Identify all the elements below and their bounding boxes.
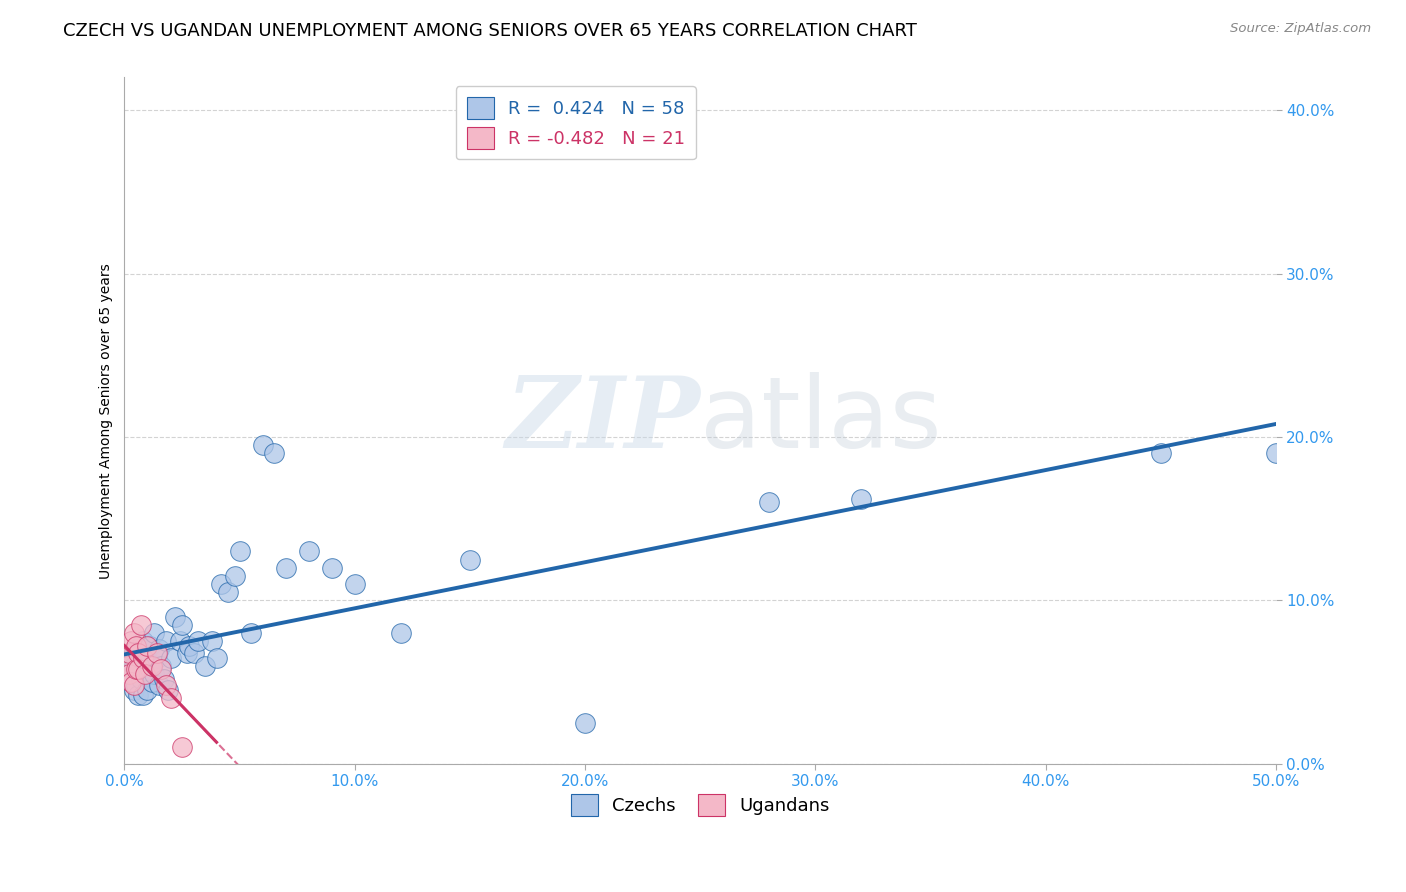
- Point: [169, 634, 191, 648]
- Point: [132, 634, 155, 648]
- Point: [263, 446, 285, 460]
- Point: [141, 675, 163, 690]
- Point: [274, 560, 297, 574]
- Point: [155, 678, 177, 692]
- Point: [136, 683, 159, 698]
- Point: [143, 667, 166, 681]
- Point: [217, 585, 239, 599]
- Text: ZIP: ZIP: [505, 372, 700, 469]
- Point: [132, 688, 155, 702]
- Point: [143, 626, 166, 640]
- Point: [228, 544, 250, 558]
- Point: [1264, 446, 1286, 460]
- Text: CZECH VS UGANDAN UNEMPLOYMENT AMONG SENIORS OVER 65 YEARS CORRELATION CHART: CZECH VS UGANDAN UNEMPLOYMENT AMONG SENI…: [63, 22, 917, 40]
- Text: Source: ZipAtlas.com: Source: ZipAtlas.com: [1230, 22, 1371, 36]
- Point: [240, 626, 263, 640]
- Legend: Czechs, Ugandans: Czechs, Ugandans: [564, 787, 837, 823]
- Point: [150, 658, 173, 673]
- Point: [125, 662, 148, 676]
- Point: [125, 678, 148, 692]
- Point: [252, 438, 274, 452]
- Point: [120, 650, 142, 665]
- Point: [176, 646, 198, 660]
- Point: [150, 662, 173, 676]
- Point: [458, 552, 481, 566]
- Point: [141, 658, 163, 673]
- Point: [298, 544, 321, 558]
- Point: [134, 667, 156, 681]
- Point: [122, 658, 145, 673]
- Point: [159, 650, 181, 665]
- Point: [758, 495, 780, 509]
- Point: [127, 688, 149, 702]
- Point: [145, 650, 167, 665]
- Point: [205, 650, 228, 665]
- Point: [170, 618, 193, 632]
- Point: [145, 646, 167, 660]
- Point: [177, 639, 200, 653]
- Point: [122, 683, 145, 698]
- Point: [132, 650, 155, 665]
- Point: [157, 683, 180, 698]
- Point: [139, 662, 162, 676]
- Point: [574, 716, 596, 731]
- Point: [134, 656, 156, 670]
- Point: [136, 639, 159, 653]
- Point: [159, 691, 181, 706]
- Point: [120, 675, 142, 690]
- Point: [155, 634, 177, 648]
- Point: [170, 740, 193, 755]
- Point: [118, 667, 141, 681]
- Point: [134, 667, 156, 681]
- Point: [127, 662, 149, 676]
- Point: [1150, 446, 1173, 460]
- Y-axis label: Unemployment Among Seniors over 65 years: Unemployment Among Seniors over 65 years: [100, 263, 114, 579]
- Point: [201, 634, 224, 648]
- Text: atlas: atlas: [700, 372, 942, 469]
- Point: [183, 646, 205, 660]
- Point: [129, 618, 152, 632]
- Point: [120, 634, 142, 648]
- Point: [118, 646, 141, 660]
- Point: [194, 658, 217, 673]
- Point: [122, 678, 145, 692]
- Point: [209, 577, 232, 591]
- Point: [139, 639, 162, 653]
- Point: [389, 626, 412, 640]
- Point: [118, 667, 141, 681]
- Point: [115, 658, 138, 673]
- Point: [127, 646, 149, 660]
- Point: [148, 642, 170, 657]
- Point: [851, 492, 873, 507]
- Point: [129, 672, 152, 686]
- Point: [224, 569, 246, 583]
- Point: [125, 642, 148, 657]
- Point: [148, 678, 170, 692]
- Point: [187, 634, 209, 648]
- Point: [343, 577, 366, 591]
- Point: [136, 650, 159, 665]
- Point: [129, 646, 152, 660]
- Point: [127, 662, 149, 676]
- Point: [165, 609, 187, 624]
- Point: [321, 560, 343, 574]
- Point: [120, 675, 142, 690]
- Point: [125, 639, 148, 653]
- Point: [152, 672, 174, 686]
- Point: [122, 626, 145, 640]
